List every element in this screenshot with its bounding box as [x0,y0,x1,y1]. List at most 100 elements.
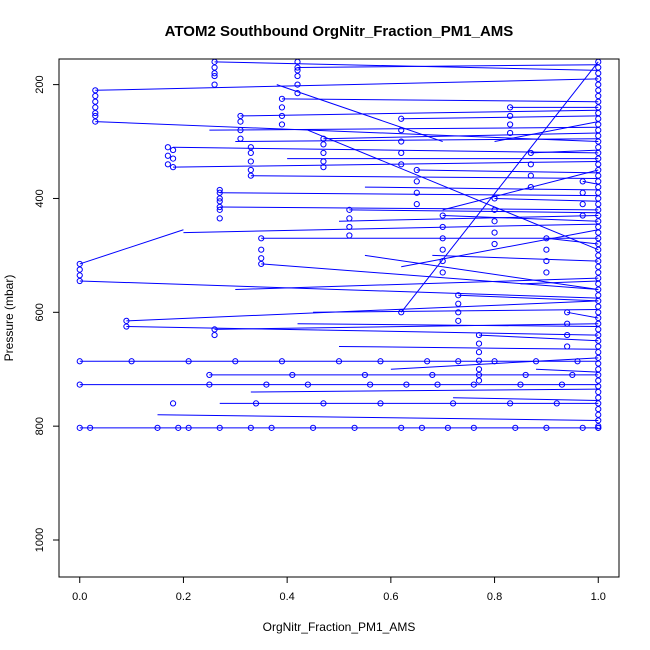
data-point-1-62 [595,411,602,418]
data-point-0-140 [424,358,431,365]
data-point-1-21 [595,178,602,185]
data-point-0-116 [76,424,83,431]
data-point-0-126 [398,424,405,431]
data-point-1-61 [595,405,602,413]
data-point-1-23 [595,189,602,196]
series-line-segment-20 [401,115,599,120]
data-point-0-76 [439,223,446,231]
y-tick-label-0: 200 [34,75,46,93]
data-point-1-43 [595,303,602,310]
plot-frame [58,58,620,578]
data-point-0-106 [543,257,550,265]
data-point-0-164 [361,371,369,379]
data-point-0-29 [278,112,286,120]
series-line-segment-18 [214,323,599,330]
data-point-0-28 [278,104,286,111]
data-point-1-5 [595,87,602,94]
series-line-segment-24 [458,294,599,302]
data-point-0-36 [294,67,301,74]
data-point-1-47 [595,326,602,333]
data-point-0-10 [169,146,177,154]
series-line-segment-53 [520,280,599,285]
data-point-0-9 [164,161,171,168]
series-line-segment-25 [478,334,599,342]
series-line-segment-41 [183,223,599,234]
data-point-0-139 [377,358,384,365]
data-point-0-19 [237,118,244,125]
data-point-0-51 [346,232,353,239]
data-point-0-63 [320,158,327,165]
data-point-1-4 [595,81,602,88]
series-line-segment-47 [453,397,599,402]
data-point-0-149 [367,381,374,388]
data-point-0-138 [335,358,343,365]
data-point-0-21 [237,135,244,142]
data-point-1-66 [595,424,602,431]
data-point-0-99 [507,129,514,137]
series-line-segment-19 [323,132,599,140]
data-point-0-81 [455,292,462,299]
data-point-1-64 [595,423,602,430]
series-line-segment-45 [250,388,599,393]
data-point-0-27 [278,95,286,102]
data-point-1-41 [595,292,602,299]
plot-points [76,58,602,431]
x-axis: 0.0 0.2 0.4 0.6 0.8 1.0 [72,577,606,603]
data-point-0-23 [247,158,254,165]
series-line-segment-10 [219,206,599,211]
series-line-segment-59 [536,368,599,373]
data-point-0-42 [216,195,223,202]
data-point-0-77 [439,235,446,242]
data-point-0-135 [185,358,192,365]
data-point-0-25 [247,172,254,179]
data-point-0-159 [449,400,457,407]
data-point-0-41 [216,203,223,211]
data-point-0-105 [543,246,550,253]
data-point-0-8 [164,152,171,159]
data-point-0-110 [564,331,571,339]
data-point-0-59 [211,331,218,339]
series-line-segment-54 [338,215,599,222]
series-line-segment-55 [297,323,599,328]
data-point-1-6 [595,92,602,100]
data-point-0-119 [175,424,182,431]
data-point-1-56 [595,377,602,384]
data-point-0-39 [216,206,223,213]
data-point-0-17 [211,64,218,71]
x-tick-label-0: 0.0 [72,591,87,603]
data-point-0-94 [491,229,498,236]
series-line-segment-6 [250,175,599,180]
data-point-0-67 [398,138,405,145]
data-point-0-34 [294,90,301,97]
data-point-0-73 [413,189,420,196]
data-point-0-121 [216,424,223,431]
series-line-segment-23 [442,215,599,222]
data-point-0-137 [278,358,286,365]
data-point-0-66 [398,127,405,134]
data-point-0-168 [569,371,576,379]
series-line-segment-43 [338,345,599,350]
data-point-1-51 [595,349,602,356]
data-point-1-11 [595,121,602,128]
data-point-0-145 [76,381,83,388]
series-line-segment-14 [79,229,184,265]
data-point-0-61 [320,141,327,148]
data-point-1-1 [595,64,602,71]
data-point-0-152 [470,381,477,388]
data-point-0-109 [564,320,571,327]
data-point-0-89 [475,366,483,373]
data-point-0-144 [574,358,581,365]
data-point-0-22 [247,149,254,157]
series-line-segment-44 [157,414,599,421]
data-point-0-57 [123,323,130,330]
chart-title: ATOM2 Southbound OrgNitr_Fraction_PM1_AM… [165,23,514,40]
data-point-0-16 [211,72,218,80]
y-tick-label-2: 600 [34,303,46,321]
data-point-0-70 [398,309,405,316]
series-line-segment-8 [297,64,599,69]
data-point-1-10 [595,115,602,122]
data-point-0-49 [346,215,353,222]
data-point-0-163 [289,371,296,379]
data-point-0-92 [491,206,498,213]
